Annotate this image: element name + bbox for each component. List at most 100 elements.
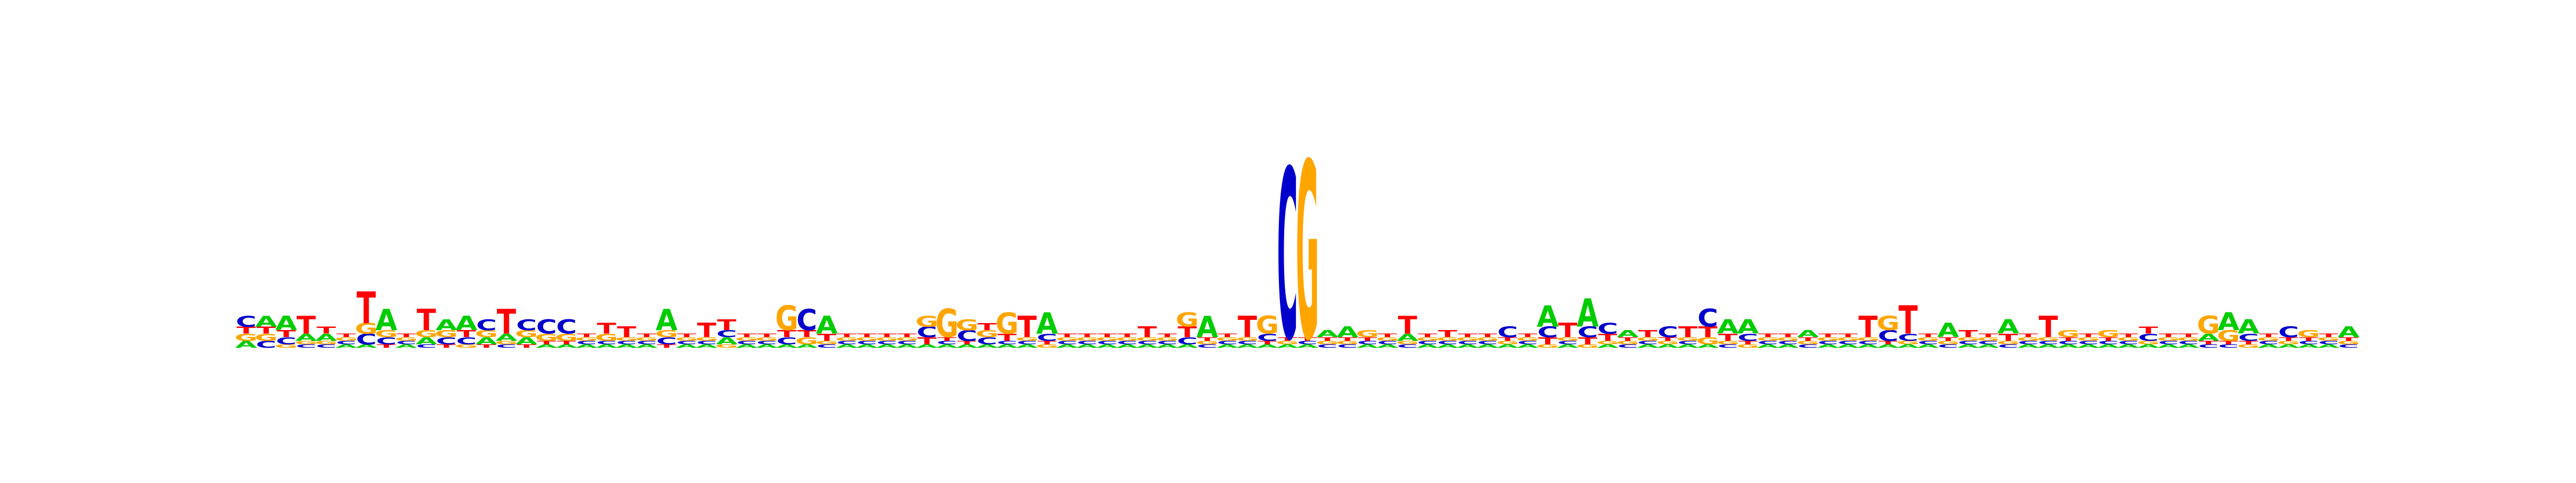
logo-letter-T: T — [1718, 332, 1738, 343]
logo-letter-G: G — [1957, 336, 1980, 342]
logo-letter-C: C — [276, 335, 297, 347]
logo-letter-T: T — [1458, 333, 1477, 339]
logo-letter-A: A — [1236, 343, 1259, 349]
logo-letter-C: C — [1317, 343, 1338, 349]
logo-letter-C: C — [1998, 343, 2019, 349]
logo-letter-A: A — [1737, 316, 1759, 338]
logo-letter-T: T — [257, 325, 276, 336]
logo-letter-C: C — [1237, 340, 1258, 346]
logo-letter-T: T — [1538, 335, 1557, 347]
logo-letter-T: T — [737, 333, 756, 339]
logo-letter-T: T — [757, 333, 777, 339]
logo-letter-C: C — [2058, 340, 2079, 346]
logo-letter-A: A — [456, 312, 478, 334]
logo-letter-C: C — [1918, 340, 1938, 346]
logo-letter-T: T — [697, 319, 716, 342]
logo-letter-T: T — [1438, 328, 1457, 340]
logo-letter-T: T — [1298, 336, 1317, 342]
logo-letter-T: T — [276, 328, 296, 340]
logo-letter-G: G — [1757, 336, 1780, 342]
logo-letter-C: C — [1898, 332, 1919, 343]
logo-letter-G: G — [435, 328, 458, 340]
logo-letter-G: G — [235, 332, 258, 343]
logo-letter-A: A — [555, 343, 578, 349]
logo-letter-G: G — [455, 343, 478, 349]
logo-letter-C: C — [1497, 324, 1518, 341]
logo-letter-T: T — [1358, 336, 1377, 342]
logo-letter-C: C — [696, 340, 717, 346]
logo-letter-A: A — [2157, 343, 2180, 349]
logo-letter-C: C — [396, 340, 417, 346]
logo-letter-A: A — [516, 335, 538, 347]
logo-letter-G: G — [1336, 340, 1359, 346]
logo-letter-C: C — [336, 340, 357, 346]
logo-letter-A: A — [2097, 343, 2120, 349]
logo-letter-G: G — [1015, 336, 1038, 342]
logo-letter-T: T — [377, 343, 396, 349]
logo-letter-A: A — [596, 343, 618, 349]
logo-letter-A: A — [1877, 343, 1900, 349]
logo-letter-T: T — [2179, 333, 2198, 339]
logo-letter-T: T — [497, 302, 516, 342]
logo-letter-A: A — [816, 311, 838, 339]
logo-letter-C: C — [2078, 340, 2099, 346]
logo-letter-G: G — [655, 328, 678, 340]
logo-letter-C: C — [536, 316, 557, 338]
logo-letter-A: A — [1777, 343, 1799, 349]
logo-letter-G: G — [1616, 340, 1640, 346]
logo-letter-T: T — [2039, 310, 2058, 344]
logo-letter-G: G — [2037, 336, 2060, 342]
logo-letter-G: G — [2177, 336, 2200, 342]
logo-letter-G: G — [1776, 336, 1799, 342]
logo-letter-C: C — [676, 340, 697, 346]
logo-letter-A: A — [576, 343, 598, 349]
logo-letter-C: C — [1598, 320, 1619, 337]
logo-letter-A: A — [1477, 343, 1499, 349]
logo-letter-G: G — [575, 336, 598, 342]
logo-letter-A: A — [1997, 316, 2019, 338]
logo-letter-C: C — [917, 324, 938, 341]
logo-letter-C: C — [1758, 340, 1779, 346]
logo-letter-A: A — [1336, 324, 1358, 341]
logo-letter-C: C — [1417, 340, 1438, 346]
logo-letter-T: T — [317, 325, 336, 336]
logo-letter-C: C — [1157, 340, 1178, 346]
logo-letter-A: A — [856, 343, 879, 349]
logo-letter-C: C — [1697, 304, 1718, 332]
logo-letter-T: T — [917, 335, 936, 347]
logo-letter-A: A — [1897, 343, 1920, 349]
logo-letter-A: A — [1657, 343, 1679, 349]
logo-letter-T: T — [2259, 333, 2278, 339]
logo-letter-G: G — [1897, 340, 1920, 346]
logo-letter-T: T — [1278, 336, 1297, 342]
logo-letter-G: G — [375, 328, 398, 340]
logo-letter-C: C — [977, 335, 998, 347]
logo-letter-A: A — [1617, 328, 1639, 340]
logo-letter-C: C — [837, 340, 858, 346]
logo-letter-T: T — [1117, 333, 1137, 339]
logo-letter-T: T — [657, 343, 676, 349]
logo-letter-G: G — [1576, 343, 1599, 349]
logo-letter-A: A — [1256, 343, 1279, 349]
logo-letter-G: G — [555, 332, 578, 343]
logo-letter-T: T — [2159, 333, 2178, 339]
logo-letter-C: C — [1637, 340, 1658, 346]
logo-letter-T: T — [857, 333, 876, 339]
